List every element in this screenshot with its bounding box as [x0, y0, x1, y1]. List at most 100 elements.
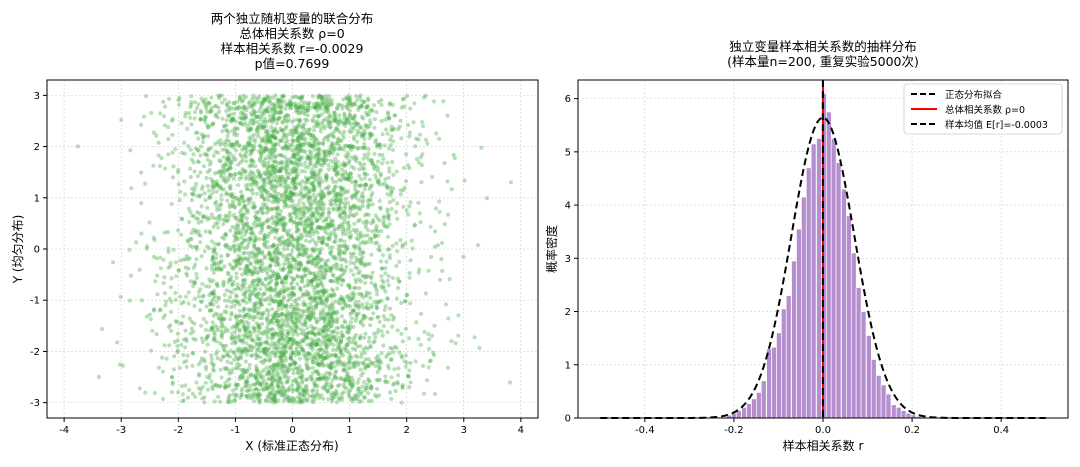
scatter-point: [287, 146, 291, 150]
scatter-point: [347, 394, 351, 398]
scatter-point: [247, 322, 251, 326]
scatter-point: [299, 345, 303, 349]
scatter-point: [238, 363, 242, 367]
scatter-point: [236, 259, 240, 263]
scatter-point: [369, 384, 373, 388]
scatter-point: [223, 97, 227, 101]
scatter-point: [262, 178, 266, 182]
scatter-point: [205, 176, 209, 180]
scatter-point: [244, 230, 248, 234]
scatter-point: [256, 134, 260, 138]
scatter-point: [241, 98, 245, 102]
scatter-point: [322, 336, 326, 340]
scatter-point: [335, 391, 339, 395]
scatter-point: [191, 351, 195, 355]
scatter-point: [383, 271, 387, 275]
scatter-point: [421, 124, 425, 128]
scatter-point: [300, 276, 304, 280]
scatter-point: [223, 366, 227, 370]
scatter-point: [326, 258, 330, 262]
scatter-point: [248, 330, 252, 334]
scatter-point: [271, 164, 275, 168]
scatter-point: [357, 286, 361, 290]
scatter-point: [407, 336, 411, 340]
scatter-point: [408, 271, 412, 275]
scatter-point: [193, 297, 197, 301]
scatter-point: [236, 357, 240, 361]
scatter-point: [359, 183, 363, 187]
scatter-point: [262, 158, 266, 162]
scatter-point: [344, 228, 348, 232]
scatter-point: [406, 123, 410, 127]
scatter-point: [442, 161, 446, 165]
scatter-point: [293, 146, 297, 150]
scatter-point: [383, 177, 387, 181]
scatter-point: [334, 326, 338, 330]
scatter-point: [284, 276, 288, 280]
scatter-point: [282, 295, 286, 299]
scatter-point: [211, 121, 215, 125]
scatter-point: [265, 319, 269, 323]
scatter-point: [200, 282, 204, 286]
scatter-point: [323, 262, 327, 266]
scatter-point: [128, 299, 132, 303]
scatter-point: [381, 334, 385, 338]
scatter-point: [336, 152, 340, 156]
scatter-point: [368, 323, 372, 327]
scatter-point: [350, 293, 354, 297]
scatter-point: [355, 355, 359, 359]
scatter-point: [235, 276, 239, 280]
scatter-point: [372, 103, 376, 107]
scatter-point: [375, 387, 379, 391]
scatter-point: [279, 109, 283, 113]
scatter-point: [284, 188, 288, 192]
scatter-point: [200, 204, 204, 208]
scatter-point: [301, 130, 305, 134]
scatter-point: [243, 295, 247, 299]
scatter-point: [200, 219, 204, 223]
scatter-point: [362, 100, 366, 104]
scatter-point: [204, 229, 208, 233]
scatter-point: [189, 122, 193, 126]
scatter-point: [233, 334, 237, 338]
scatter-point: [433, 392, 437, 396]
scatter-point: [266, 110, 270, 114]
scatter-point: [334, 360, 338, 364]
scatter-point: [317, 94, 321, 98]
scatter-point: [325, 328, 329, 332]
scatter-point: [300, 169, 304, 173]
scatter-point: [295, 108, 299, 112]
scatter-point: [407, 204, 411, 208]
scatter-point: [419, 180, 423, 184]
scatter-point: [189, 175, 193, 179]
scatter-point: [324, 150, 328, 154]
scatter-point: [119, 118, 123, 122]
scatter-point: [244, 394, 248, 398]
scatter-point: [285, 133, 289, 137]
scatter-point: [245, 175, 249, 179]
scatter-point: [294, 230, 298, 234]
scatter-point: [261, 348, 265, 352]
scatter-point: [268, 180, 272, 184]
scatter-point: [201, 340, 205, 344]
scatter-point: [399, 136, 403, 140]
scatter-point: [354, 181, 358, 185]
scatter-point: [249, 158, 253, 162]
scatter-point: [355, 212, 359, 216]
scatter-point: [171, 117, 175, 121]
scatter-point: [404, 179, 408, 183]
scatter-point: [375, 315, 379, 319]
scatter-point: [329, 191, 333, 195]
scatter-point: [381, 157, 385, 161]
scatter-point: [245, 216, 249, 220]
scatter-point: [408, 301, 412, 305]
scatter-point: [359, 163, 363, 167]
scatter-point: [363, 176, 367, 180]
scatter-point: [266, 335, 270, 339]
scatter-point: [190, 327, 194, 331]
scatter-point: [378, 320, 382, 324]
scatter-point: [364, 315, 368, 319]
scatter-point: [111, 260, 115, 264]
scatter-point: [328, 362, 332, 366]
scatter-point: [329, 393, 333, 397]
